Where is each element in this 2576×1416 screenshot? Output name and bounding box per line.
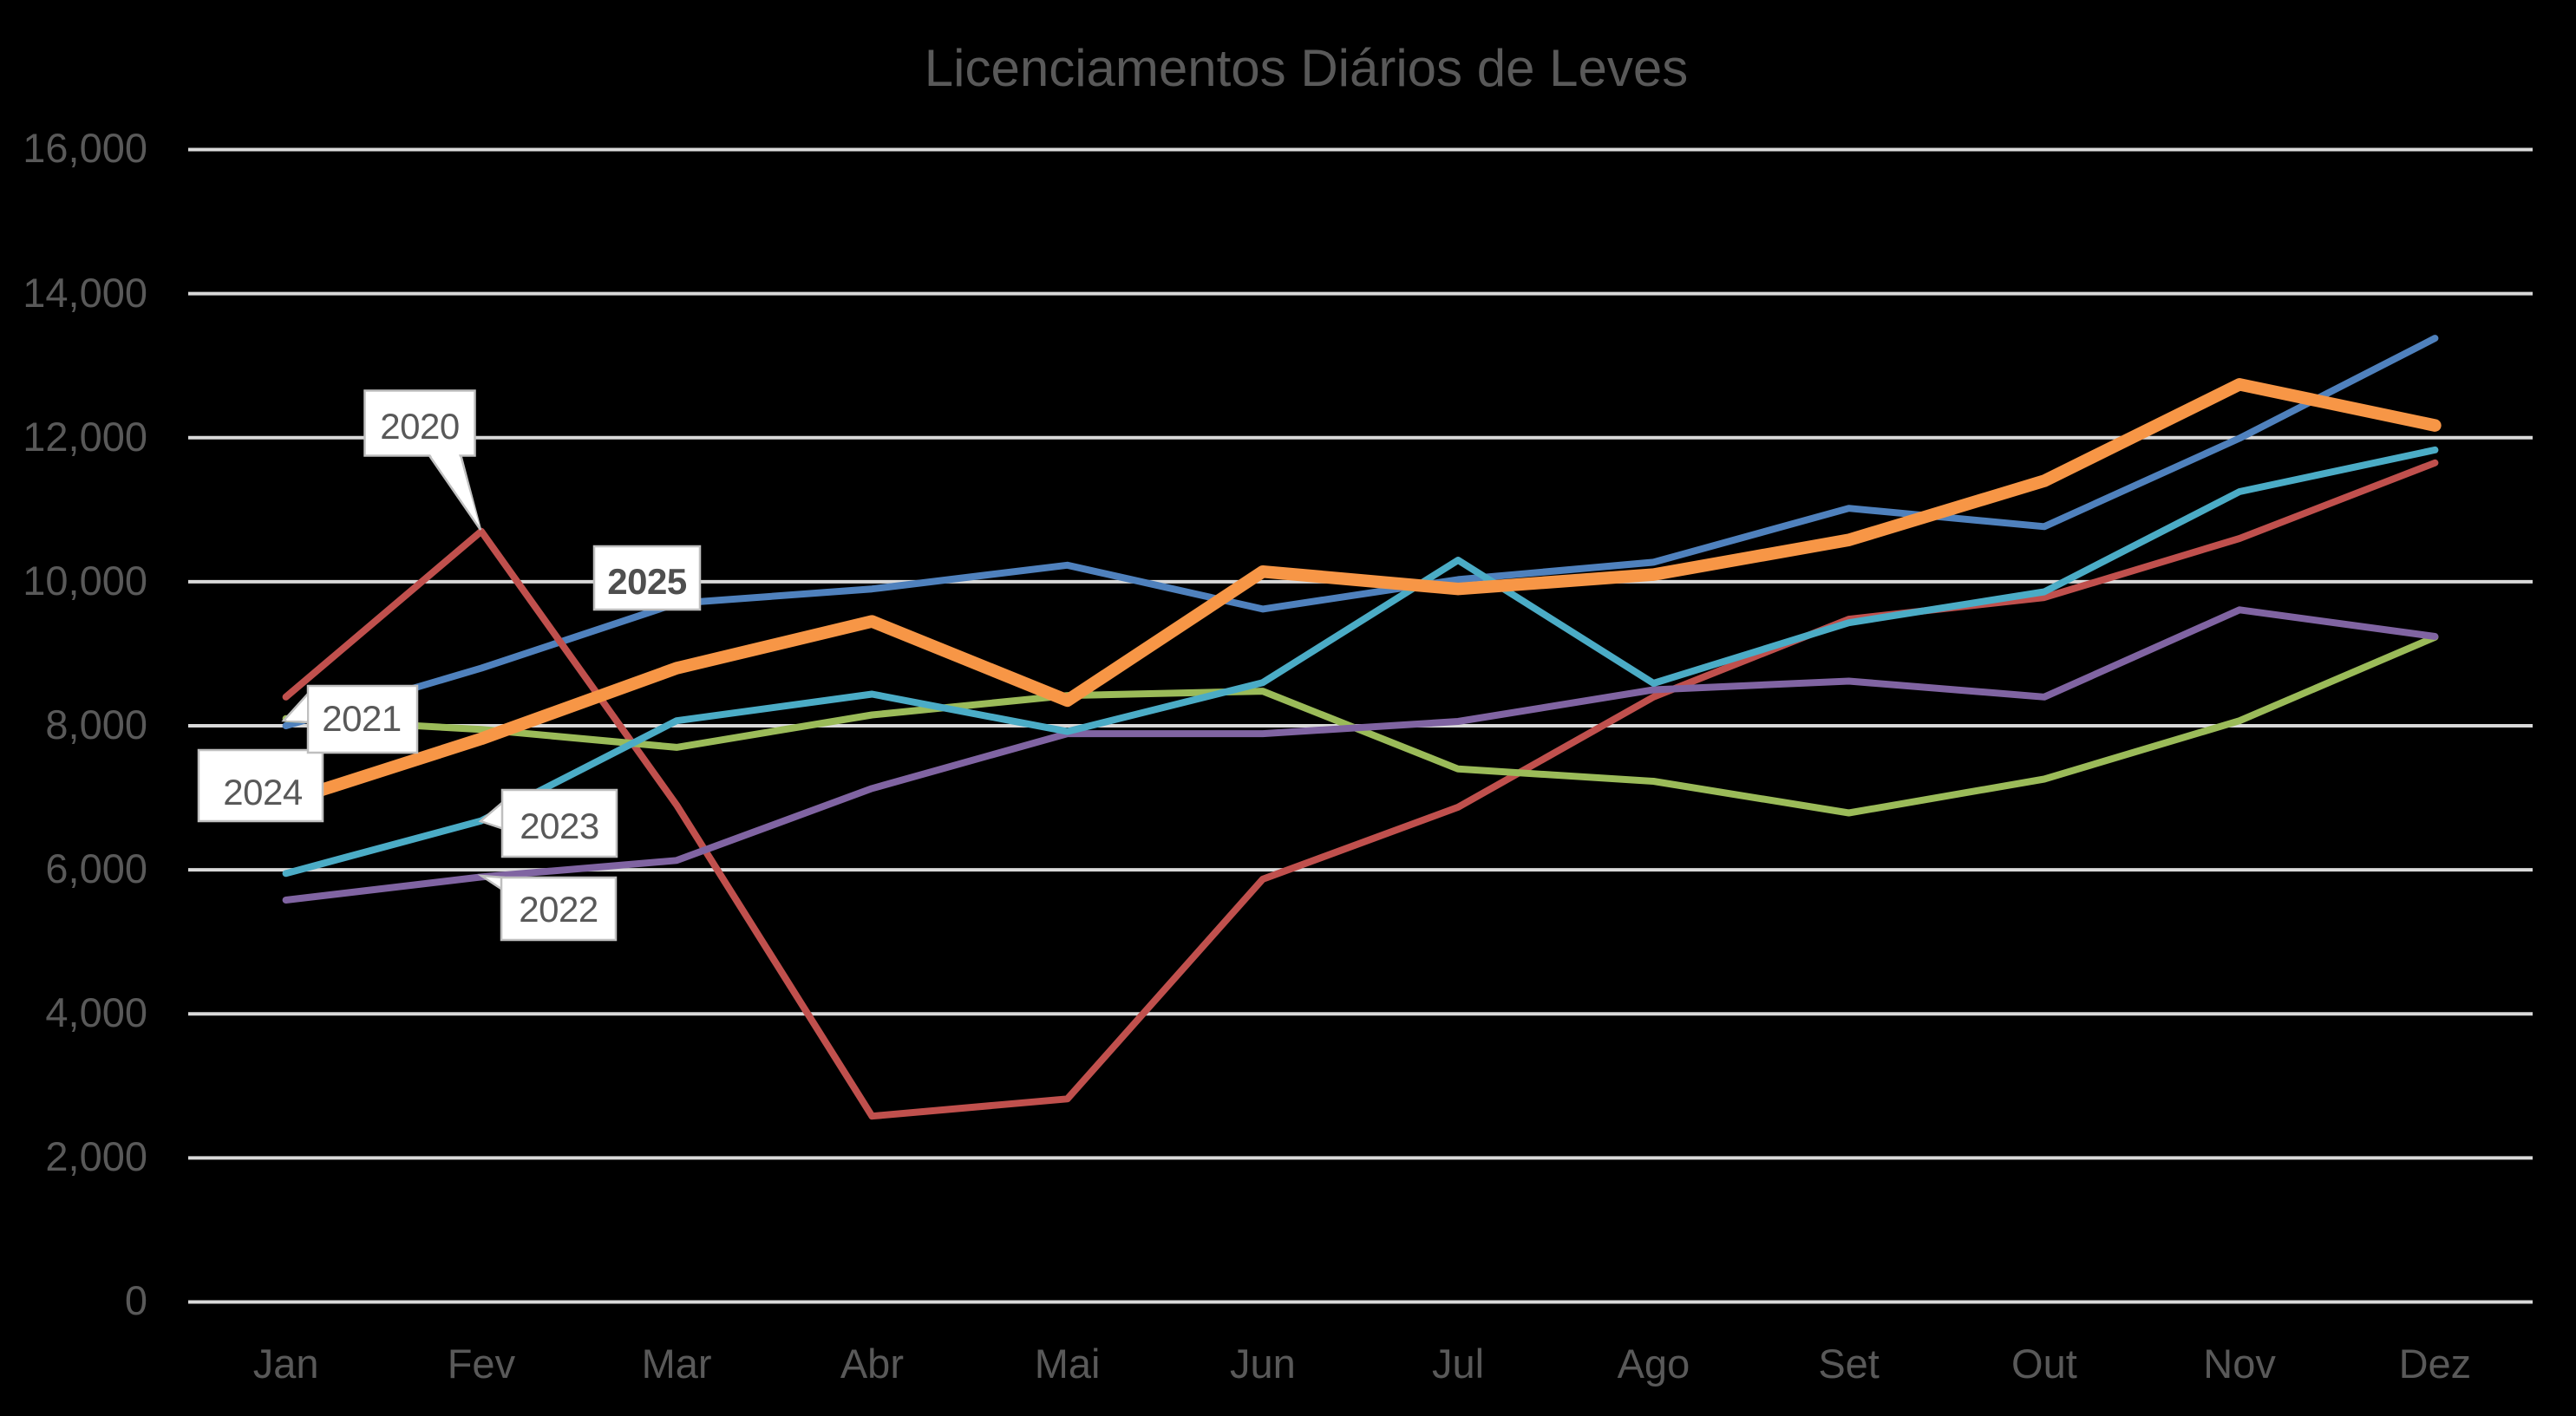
svg-text:2020: 2020 bbox=[380, 406, 459, 447]
svg-text:16,000: 16,000 bbox=[23, 125, 147, 171]
svg-text:8,000: 8,000 bbox=[45, 701, 147, 747]
svg-text:2023: 2023 bbox=[520, 806, 598, 846]
svg-text:Dez: Dez bbox=[2399, 1341, 2472, 1387]
svg-text:12,000: 12,000 bbox=[23, 414, 147, 460]
svg-text:Out: Out bbox=[2011, 1341, 2077, 1387]
svg-text:2021: 2021 bbox=[322, 698, 401, 739]
svg-text:Jun: Jun bbox=[1230, 1341, 1296, 1387]
svg-text:Mai: Mai bbox=[1035, 1341, 1101, 1387]
svg-text:2024: 2024 bbox=[223, 772, 303, 812]
svg-text:2025: 2025 bbox=[607, 561, 687, 602]
svg-text:2,000: 2,000 bbox=[45, 1133, 147, 1179]
svg-text:Abr: Abr bbox=[840, 1341, 904, 1387]
svg-text:6,000: 6,000 bbox=[45, 845, 147, 891]
svg-text:Jul: Jul bbox=[1432, 1341, 1484, 1387]
svg-text:Jan: Jan bbox=[253, 1341, 319, 1387]
svg-text:14,000: 14,000 bbox=[23, 270, 147, 316]
svg-text:10,000: 10,000 bbox=[23, 558, 147, 604]
svg-text:Ago: Ago bbox=[1618, 1341, 1690, 1387]
svg-text:Mar: Mar bbox=[642, 1341, 712, 1387]
svg-text:Nov: Nov bbox=[2203, 1341, 2276, 1387]
svg-text:Set: Set bbox=[1818, 1341, 1880, 1387]
svg-text:4,000: 4,000 bbox=[45, 989, 147, 1035]
svg-text:0: 0 bbox=[125, 1277, 147, 1323]
svg-text:Fev: Fev bbox=[448, 1341, 516, 1387]
svg-text:2022: 2022 bbox=[519, 889, 598, 930]
svg-text:Licenciamentos Diários de Leve: Licenciamentos Diários de Leves bbox=[925, 39, 1688, 97]
